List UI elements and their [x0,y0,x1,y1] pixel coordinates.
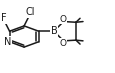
Text: F: F [1,13,7,23]
Text: B: B [50,26,57,36]
Text: O: O [59,39,66,48]
Text: O: O [59,15,66,24]
Text: Cl: Cl [25,7,34,17]
Text: N: N [4,37,11,47]
